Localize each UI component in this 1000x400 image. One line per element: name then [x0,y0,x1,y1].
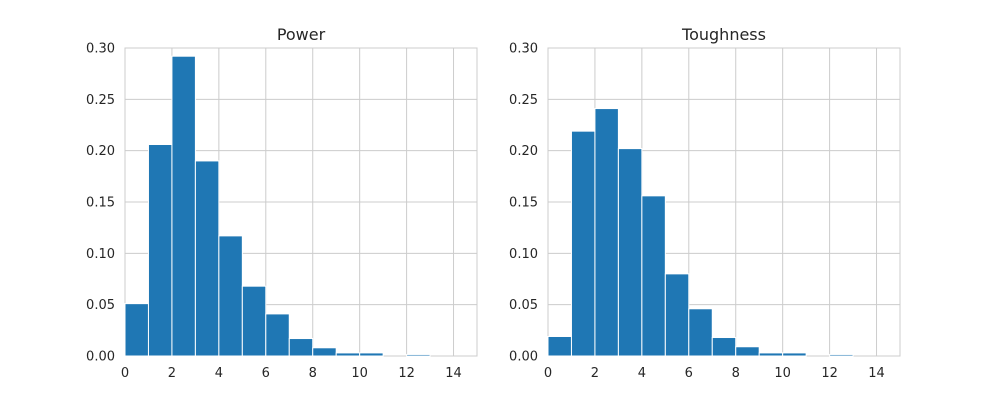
power-bar-1 [147,144,173,357]
toughness-bar-6 [688,308,713,357]
toughness-y-tick-label: 0.30 [509,42,538,57]
power-chart-title: Power [277,25,326,44]
toughness-x-tick-label: 4 [638,366,646,381]
power-bar-12 [406,353,431,357]
power-y-tick-label: 0.20 [86,144,115,159]
toughness-x-tick-label: 6 [685,366,693,381]
toughness-bar-1 [570,130,596,357]
toughness-y-tick-label: 0.00 [509,350,538,365]
power-bar-5 [241,285,267,357]
power-bar-2 [171,55,196,357]
toughness-x-tick-label: 2 [591,366,599,381]
power-x-tick-label: 10 [351,366,368,381]
power-x-tick-label: 6 [262,366,270,381]
toughness-y-tick-label: 0.05 [509,298,538,313]
power-x-tick-label: 0 [121,366,129,381]
power-x-tick-label: 2 [168,366,176,381]
toughness-bar-10 [782,352,807,357]
toughness-bar-0 [547,335,572,357]
power-bar-4 [218,235,243,357]
toughness-x-tick-label: 12 [821,366,838,381]
power-bar-10 [359,352,384,357]
toughness-x-tick-label: 10 [774,366,791,381]
power-bar-3 [194,160,220,357]
power-bar-0 [124,303,149,357]
power-x-tick-label: 8 [309,366,317,381]
toughness-bar-3 [617,148,643,357]
toughness-y-tick-label: 0.15 [509,196,538,211]
power-y-tick-label: 0.05 [86,298,115,313]
toughness-x-tick-label: 0 [544,366,552,381]
power-y-tick-label: 0.25 [86,93,115,108]
toughness-y-tick-label: 0.20 [509,144,538,159]
toughness-y-tick-label: 0.10 [509,247,538,262]
toughness-bar-7 [711,337,737,357]
power-x-tick-label: 14 [445,366,462,381]
toughness-x-tick-label: 14 [868,366,885,381]
toughness-bar-9 [758,352,784,357]
toughness-x-tick-label: 8 [732,366,740,381]
histogram-power: 0.00 0.05 0.10 0.15 0.20 0.25 0.30 0 2 4 6 8 10 12 14 P… [86,25,478,381]
toughness-bar-4 [641,195,666,357]
toughness-bar-5 [664,273,690,357]
power-x-tick-label: 4 [215,366,223,381]
power-x-tick-label: 12 [398,366,415,381]
toughness-bar-12 [829,353,854,357]
power-y-tick-label: 0.00 [86,350,115,365]
histogram-toughness: 0.00 0.05 0.10 0.15 0.20 0.25 0.30 0 2 4 6 8 10 12 14 T… [509,25,901,381]
power-bar-7 [288,338,314,357]
power-y-tick-label: 0.15 [86,196,115,211]
power-y-tick-label: 0.10 [86,247,115,262]
toughness-y-tick-label: 0.25 [509,93,538,108]
toughness-bar-8 [735,346,760,357]
power-bar-8 [312,347,337,357]
power-bar-9 [335,352,361,357]
toughness-chart-title: Toughness [681,25,766,44]
toughness-bar-2 [594,108,619,357]
power-bar-6 [265,313,290,357]
power-y-tick-label: 0.30 [86,42,115,57]
